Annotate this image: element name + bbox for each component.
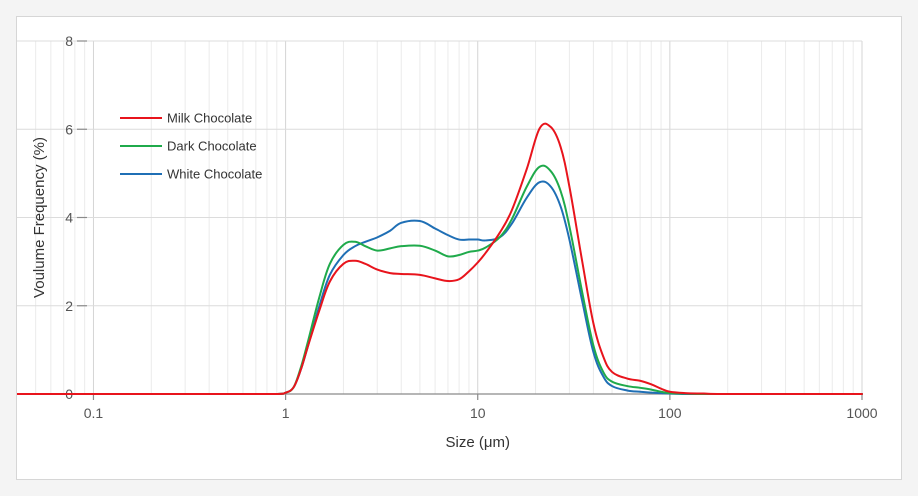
- x-tick-label: 100: [658, 405, 682, 421]
- y-tick-label: 2: [65, 298, 73, 314]
- y-tick-label: 6: [65, 121, 73, 137]
- series-lines: [17, 122, 863, 396]
- y-axis-title: Voulume Frequency (%): [31, 137, 48, 298]
- x-tick-label: 1: [282, 405, 290, 421]
- series-line-milk-chocolate: [17, 122, 863, 396]
- legend: Milk Chocolate Dark Chocolate White Chocol…: [120, 111, 262, 182]
- series-line-white-chocolate: [17, 180, 863, 396]
- x-axis-title: Size (μm): [445, 434, 509, 451]
- y-tick-label: 8: [65, 33, 73, 49]
- axes: [17, 40, 863, 400]
- x-tick-label: 0.1: [84, 405, 104, 421]
- x-tick-label: 1000: [846, 405, 877, 421]
- legend-label: Milk Chocolate: [167, 111, 252, 126]
- y-tick-label: 4: [65, 210, 73, 226]
- major-gridlines: [17, 40, 863, 394]
- series-line-dark-chocolate: [17, 164, 863, 396]
- legend-label: Dark Chocolate: [167, 139, 257, 154]
- x-tick-label: 10: [470, 405, 486, 421]
- legend-label: White Chocolate: [167, 167, 262, 182]
- chart-frame: 0.1 1 10 100 1000 0 2 4 6 8 Milk Chocolate Dark Ch…: [16, 16, 902, 480]
